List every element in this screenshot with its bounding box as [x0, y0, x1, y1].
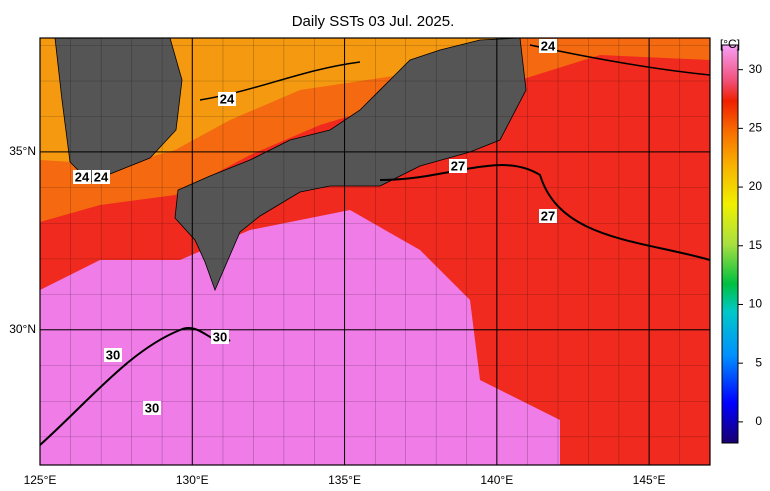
contour-label-box — [211, 330, 229, 344]
colorbar — [721, 44, 739, 444]
grid — [40, 38, 710, 465]
contour-label-box — [539, 39, 557, 53]
x-tick-label: 135°E — [328, 473, 361, 487]
colorbar-tick-label: 15 — [749, 238, 763, 252]
x-tick-label: 130°E — [176, 473, 209, 487]
contour-label-box — [449, 159, 467, 173]
y-tick-label: 35°N — [9, 144, 36, 158]
contour-label: 24 — [220, 91, 235, 106]
colorbar-tick-label: 10 — [749, 297, 763, 311]
contour-label: 27 — [451, 158, 465, 173]
colorbar-tick-label: 30 — [749, 62, 763, 76]
contour-label: 30 — [213, 329, 227, 344]
map-area — [40, 38, 710, 465]
contour-label: 24 — [541, 38, 556, 53]
title: Daily SSTs 03 Jul. 2025. — [292, 13, 455, 30]
contour-label: 24 — [94, 169, 109, 184]
colorbar-tick-label: 20 — [749, 179, 763, 193]
y-tick-label: 30°N — [9, 322, 36, 336]
colorbar-tick-label: 5 — [755, 355, 762, 369]
colorbar-tick-label: 0 — [755, 414, 762, 428]
contour-label-box — [143, 401, 161, 415]
x-tick-label: 145°E — [633, 473, 666, 487]
colorbar-tick-label: 25 — [749, 121, 763, 135]
contour-label: 30 — [145, 400, 159, 415]
contour-label-box — [218, 92, 236, 106]
contour-label-box — [104, 348, 122, 362]
x-tick-label: 125°E — [24, 473, 57, 487]
contour-27 — [379, 164, 710, 261]
contour-label: 24 — [75, 169, 90, 184]
colorbar-unit: [°C] — [720, 37, 740, 51]
contour-label: 27 — [541, 208, 555, 223]
contour-label-box — [73, 170, 91, 184]
x-tick-label: 140°E — [480, 473, 513, 487]
contour-label-box — [539, 209, 557, 223]
contour-label-box — [92, 170, 110, 184]
contour-label: 30 — [106, 347, 120, 362]
